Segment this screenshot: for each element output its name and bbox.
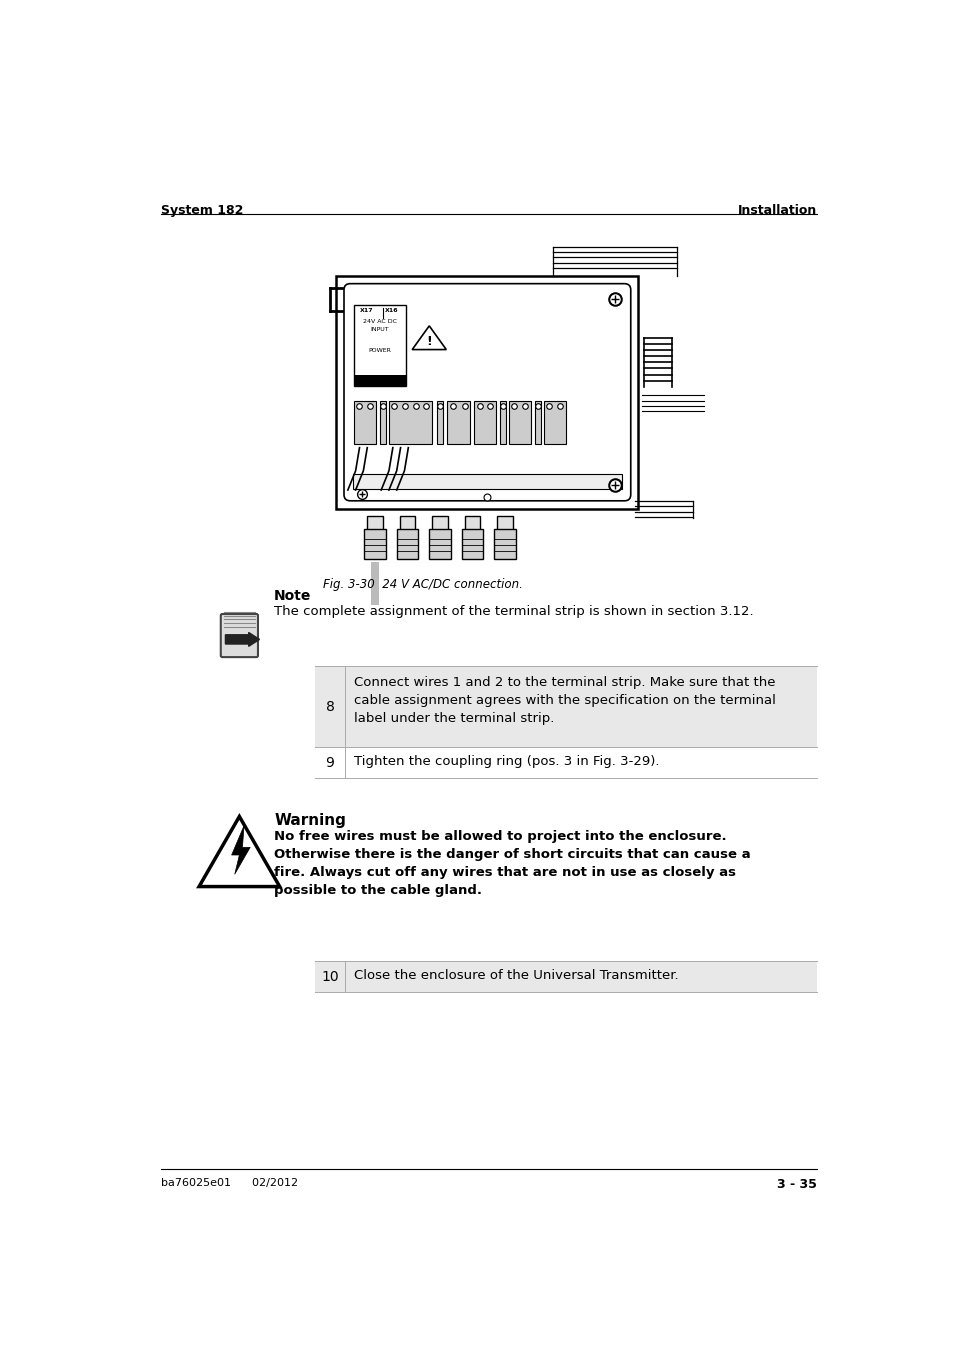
Polygon shape [412, 325, 446, 350]
Bar [364, 529, 385, 559]
Text: Installation: Installation [737, 204, 816, 217]
Bar [379, 401, 385, 444]
Bar [447, 401, 470, 444]
Text: X16: X16 [385, 308, 398, 313]
Bar [534, 401, 540, 444]
Text: X17: X17 [360, 308, 374, 313]
Bar [432, 516, 447, 532]
Bar [396, 529, 418, 559]
Text: 3 - 35: 3 - 35 [776, 1179, 816, 1192]
FancyArrow shape [225, 632, 259, 647]
Bar [389, 401, 431, 444]
Text: 8: 8 [325, 699, 335, 714]
Bar [354, 401, 375, 444]
Bar [335, 275, 638, 509]
Bar [543, 401, 565, 444]
FancyBboxPatch shape [344, 284, 630, 501]
Text: 24V AC DC: 24V AC DC [363, 319, 396, 324]
Bar [429, 529, 451, 559]
Bar [509, 401, 530, 444]
Polygon shape [199, 817, 279, 887]
Text: 10: 10 [321, 969, 338, 984]
Text: System 182: System 182 [161, 204, 243, 217]
Bar [371, 563, 378, 605]
Text: Fig. 3-30  24 V AC/DC connection.: Fig. 3-30 24 V AC/DC connection. [323, 578, 522, 591]
Bar [353, 474, 621, 489]
Bar [367, 516, 382, 532]
Text: POWER: POWER [368, 347, 391, 352]
Bar [464, 516, 480, 532]
Text: INPUT: INPUT [371, 327, 389, 332]
Bar [461, 529, 483, 559]
Bar [494, 529, 516, 559]
Text: Warning: Warning [274, 813, 346, 828]
Bar [497, 516, 513, 532]
Bar [354, 305, 406, 386]
Bar [354, 375, 406, 386]
Polygon shape [232, 826, 250, 875]
Bar [399, 516, 415, 532]
Bar [315, 961, 816, 992]
FancyBboxPatch shape [220, 614, 257, 657]
Bar [315, 667, 816, 747]
Bar [474, 401, 496, 444]
Text: !: ! [426, 335, 432, 347]
Text: Close the enclosure of the Universal Transmitter.: Close the enclosure of the Universal Tra… [354, 969, 678, 981]
Text: Connect wires 1 and 2 to the terminal strip. Make sure that the
cable assignment: Connect wires 1 and 2 to the terminal st… [354, 675, 775, 725]
Text: 9: 9 [325, 756, 335, 770]
Bar [499, 401, 505, 444]
Text: The complete assignment of the terminal strip is shown in section 3.12.: The complete assignment of the terminal … [274, 605, 753, 618]
Text: No free wires must be allowed to project into the enclosure.
Otherwise there is : No free wires must be allowed to project… [274, 830, 750, 898]
Bar [436, 401, 443, 444]
Text: Note: Note [274, 590, 312, 603]
Text: Tighten the coupling ring (pos. 3 in Fig. 3-29).: Tighten the coupling ring (pos. 3 in Fig… [354, 755, 659, 768]
Text: ba76025e01      02/2012: ba76025e01 02/2012 [161, 1179, 298, 1188]
